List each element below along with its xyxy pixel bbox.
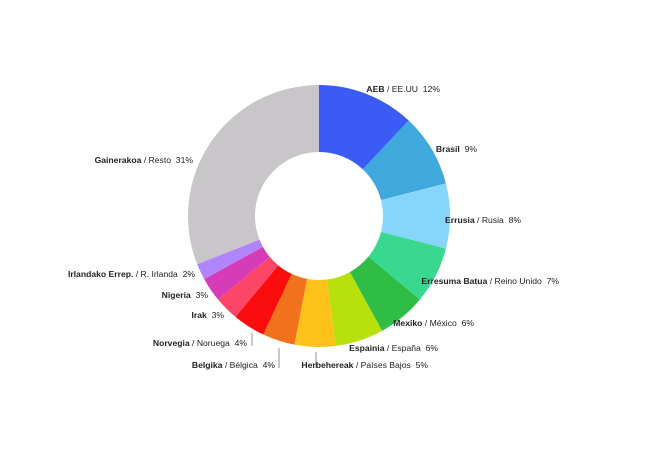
slice-label-percent: 12% (418, 84, 440, 94)
slice-label-name: Espainia (349, 343, 385, 353)
slice-label-percent: 2% (178, 269, 196, 279)
slice-espainia (327, 272, 383, 346)
slice-label: Errusia / Rusia 8% (445, 215, 521, 225)
slice-label-alt-name: / Noruega (190, 338, 230, 348)
slice-label: Herbehereak / Países Bajos 5% (301, 360, 428, 370)
slice-label: AEB / EE.UU 12% (366, 84, 440, 94)
slice-label-percent: 4% (258, 360, 276, 370)
slice-label: Irlandako Errep. / R. Irlanda 2% (68, 269, 195, 279)
slice-mexiko (349, 256, 420, 331)
slice-label-name: Brasil (436, 144, 460, 154)
slice-irak (218, 256, 279, 317)
slice-label: Nigeria 3% (162, 290, 209, 300)
slice-brasil (362, 120, 446, 201)
slice-label: Erresuma Batua / Reino Unido 7% (421, 276, 559, 286)
slice-label: Gainerakoa / Resto 31% (95, 155, 194, 165)
slice-label-alt-name: / Reino Unido (487, 276, 542, 286)
slice-label-alt-name: / Países Bajos (353, 360, 410, 370)
slice-belgika (263, 273, 308, 345)
slice-irlandako-errep- (197, 239, 263, 280)
slice-label-alt-name: / Bélgica (222, 360, 258, 370)
slice-label-name: Belgika (192, 360, 223, 370)
slice-nigeria (204, 246, 270, 300)
slice-aeb (319, 85, 409, 170)
labels-layer: AEB / EE.UU 12% Brasil 9% Errusia / Rusia … (68, 84, 559, 370)
slice-label-name: Nigeria (162, 290, 191, 300)
slice-label-alt-name: / México (422, 318, 457, 328)
slice-label-name: Erresuma Batua (421, 276, 487, 286)
slice-label-name: AEB (366, 84, 384, 94)
slice-label-name: Herbehereak (301, 360, 353, 370)
slice-label-name: Irlandako Errep. (68, 269, 133, 279)
slice-label-percent: 5% (411, 360, 429, 370)
slice-label-percent: 7% (542, 276, 560, 286)
slice-norvegia (235, 265, 292, 335)
slice-label-percent: 6% (457, 318, 475, 328)
slice-label-alt-name: / R. Irlanda (133, 269, 178, 279)
slice-label-percent: 31% (171, 155, 193, 165)
slice-label-alt-name: / España (384, 343, 421, 353)
slice-label-percent: 6% (421, 343, 439, 353)
slice-erresuma-batua (368, 231, 446, 300)
slice-label-percent: 4% (230, 338, 248, 348)
slice-label-alt-name: / Resto (141, 155, 171, 165)
slice-label-name: Mexiko (393, 318, 422, 328)
slice-errusia (380, 183, 450, 249)
slice-label: Norvegia / Noruega 4% (153, 338, 247, 348)
slice-label-alt-name: / EE.UU (385, 84, 418, 94)
slice-label-percent: 3% (207, 310, 225, 320)
slice-label-percent: 8% (504, 215, 522, 225)
leader-lines-layer (251, 333, 317, 368)
slice-label: Belgika / Bélgica 4% (192, 360, 275, 370)
slice-gainerakoa (187, 85, 319, 265)
slice-label: Brasil 9% (436, 144, 477, 154)
slice-label-name: Norvegia (153, 338, 190, 348)
slice-label-percent: 3% (191, 290, 209, 300)
slice-label-alt-name: / Rusia (475, 215, 504, 225)
slice-label-name: Irak (192, 310, 208, 320)
slice-label-percent: 9% (460, 144, 478, 154)
slice-label: Irak 3% (192, 310, 225, 320)
slice-herbehereak (294, 278, 336, 347)
slice-label: Mexiko / México 6% (393, 318, 474, 328)
slice-label-name: Errusia (445, 215, 475, 225)
slice-label-name: Gainerakoa (95, 155, 142, 165)
slice-label: Espainia / España 6% (349, 343, 438, 353)
slices-layer (187, 85, 450, 347)
